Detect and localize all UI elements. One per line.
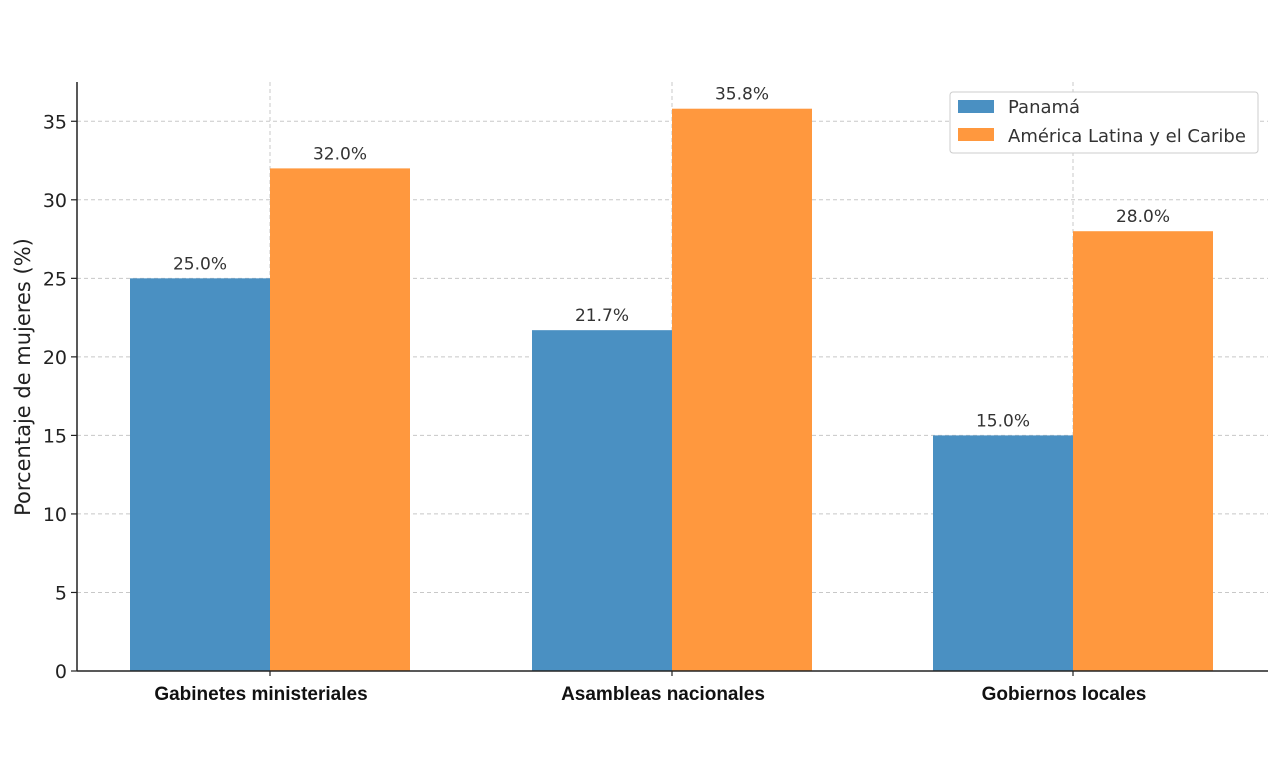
- y-axis-ticks: 0 5 10 15 20 25 30 35: [43, 111, 77, 683]
- y-tick-label: 5: [55, 582, 67, 604]
- legend-swatch-latam: [958, 128, 994, 141]
- legend-box: [949, 91, 1259, 154]
- y-tick-label: 20: [43, 347, 67, 369]
- bars: [130, 108, 1213, 672]
- x-tick-label: Gabinetes ministeriales: [154, 684, 367, 705]
- legend-label-latam: América Latina y el Caribe: [1008, 126, 1246, 147]
- y-axis-title: Porcentaje de mujeres (%): [11, 238, 35, 516]
- x-tick-label: Asambleas nacionales: [561, 684, 765, 705]
- y-tick-label: 15: [43, 425, 67, 447]
- bar: [130, 278, 270, 671]
- y-tick-label: 35: [43, 111, 67, 133]
- bar-value-label: 35.8%: [715, 85, 769, 105]
- bar: [532, 330, 672, 671]
- bar-value-label: 15.0%: [976, 411, 1030, 431]
- y-tick-label: 0: [55, 661, 67, 683]
- bar: [672, 108, 812, 671]
- legend: Panamá América Latina y el Caribe: [949, 91, 1259, 154]
- y-tick-label: 10: [43, 504, 67, 526]
- x-axis-ticks: Gabinetes ministeriales Asambleas naciona…: [154, 671, 1146, 705]
- bar-value-label: 25.0%: [173, 254, 227, 274]
- bar: [933, 435, 1073, 671]
- bar-value-label: 28.0%: [1116, 207, 1170, 227]
- legend-swatch-panama: [958, 100, 994, 113]
- x-tick-label: Gobiernos locales: [982, 684, 1147, 705]
- y-tick-label: 30: [43, 190, 67, 212]
- y-tick-label: 25: [43, 268, 67, 290]
- bar: [1073, 231, 1213, 672]
- bar-value-label: 32.0%: [313, 144, 367, 164]
- data-labels: 25.0% 21.7% 15.0% 32.0% 35.8% 28.0%: [173, 85, 1170, 432]
- legend-label-panama: Panamá: [1008, 97, 1080, 118]
- bar-value-label: 21.7%: [575, 306, 629, 326]
- bar: [270, 168, 410, 672]
